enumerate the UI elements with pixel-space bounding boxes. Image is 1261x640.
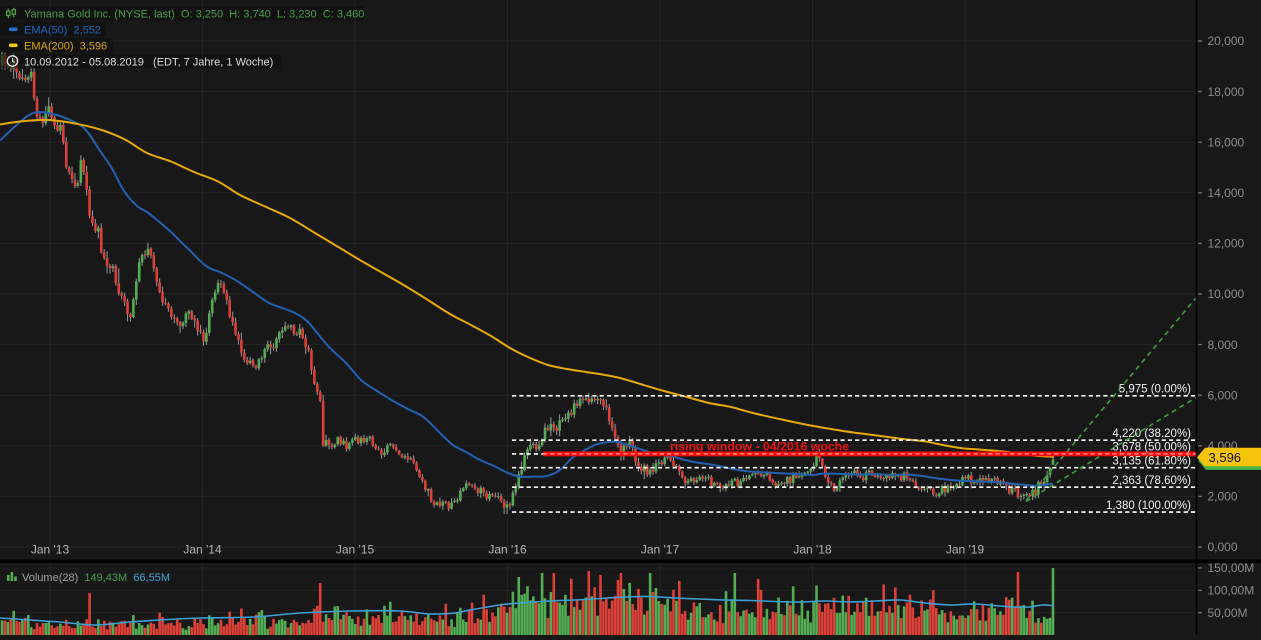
svg-text:Jan '14: Jan '14: [183, 543, 222, 557]
svg-text:2,363 (78.60%): 2,363 (78.60%): [1112, 475, 1191, 487]
svg-text:150,00M: 150,00M: [1208, 561, 1255, 575]
svg-text:10.09.2012 - 05.08.2019 (EDT: 10.09.2012 - 05.08.2019 (EDT, 7 Jahre, 1…: [24, 57, 273, 69]
svg-text:Jan '18: Jan '18: [793, 543, 832, 557]
svg-text:Jan '16: Jan '16: [488, 543, 527, 557]
svg-text:16,000: 16,000: [1208, 135, 1245, 149]
svg-text:Jan '13: Jan '13: [31, 543, 70, 557]
svg-text:3,678 (50.00%): 3,678 (50.00%): [1112, 442, 1191, 454]
svg-text:10,000: 10,000: [1208, 287, 1245, 301]
svg-text:Jan '17: Jan '17: [641, 543, 680, 557]
svg-text:18,000: 18,000: [1208, 85, 1245, 99]
svg-text:Yamana Gold Inc. (NYSE, last): Yamana Gold Inc. (NYSE, last) O: 3,250 H…: [24, 9, 364, 21]
svg-text:EMA(200) 3,596: EMA(200) 3,596: [24, 41, 107, 53]
svg-text:50,00M: 50,00M: [1208, 606, 1248, 620]
svg-text:20,000: 20,000: [1208, 34, 1245, 48]
svg-text:14,000: 14,000: [1208, 186, 1245, 200]
svg-text:Jan '19: Jan '19: [946, 543, 985, 557]
svg-text:EMA(50) 2,552: EMA(50) 2,552: [24, 25, 101, 37]
svg-text:3,135 (61.80%): 3,135 (61.80%): [1112, 456, 1191, 468]
svg-text:rising window - 04/2016 woche: rising window - 04/2016 woche: [670, 440, 849, 454]
svg-text:2,000: 2,000: [1208, 490, 1238, 504]
svg-text:3,596: 3,596: [1209, 450, 1242, 465]
svg-text:0,000: 0,000: [1208, 540, 1238, 554]
svg-text:100,00M: 100,00M: [1208, 584, 1255, 598]
svg-text:6,000: 6,000: [1208, 388, 1238, 402]
svg-text:8,000: 8,000: [1208, 338, 1238, 352]
svg-text:1,380 (100.00%): 1,380 (100.00%): [1106, 500, 1191, 512]
svg-text:5,975 (0.00%): 5,975 (0.00%): [1119, 384, 1191, 396]
svg-text:12,000: 12,000: [1208, 237, 1245, 251]
svg-text:Jan '15: Jan '15: [336, 543, 375, 557]
svg-text:Volume(28) 149,43M 66,55M: Volume(28) 149,43M 66,55M: [22, 572, 170, 584]
svg-text:4,220 (38.20%): 4,220 (38.20%): [1112, 428, 1191, 440]
